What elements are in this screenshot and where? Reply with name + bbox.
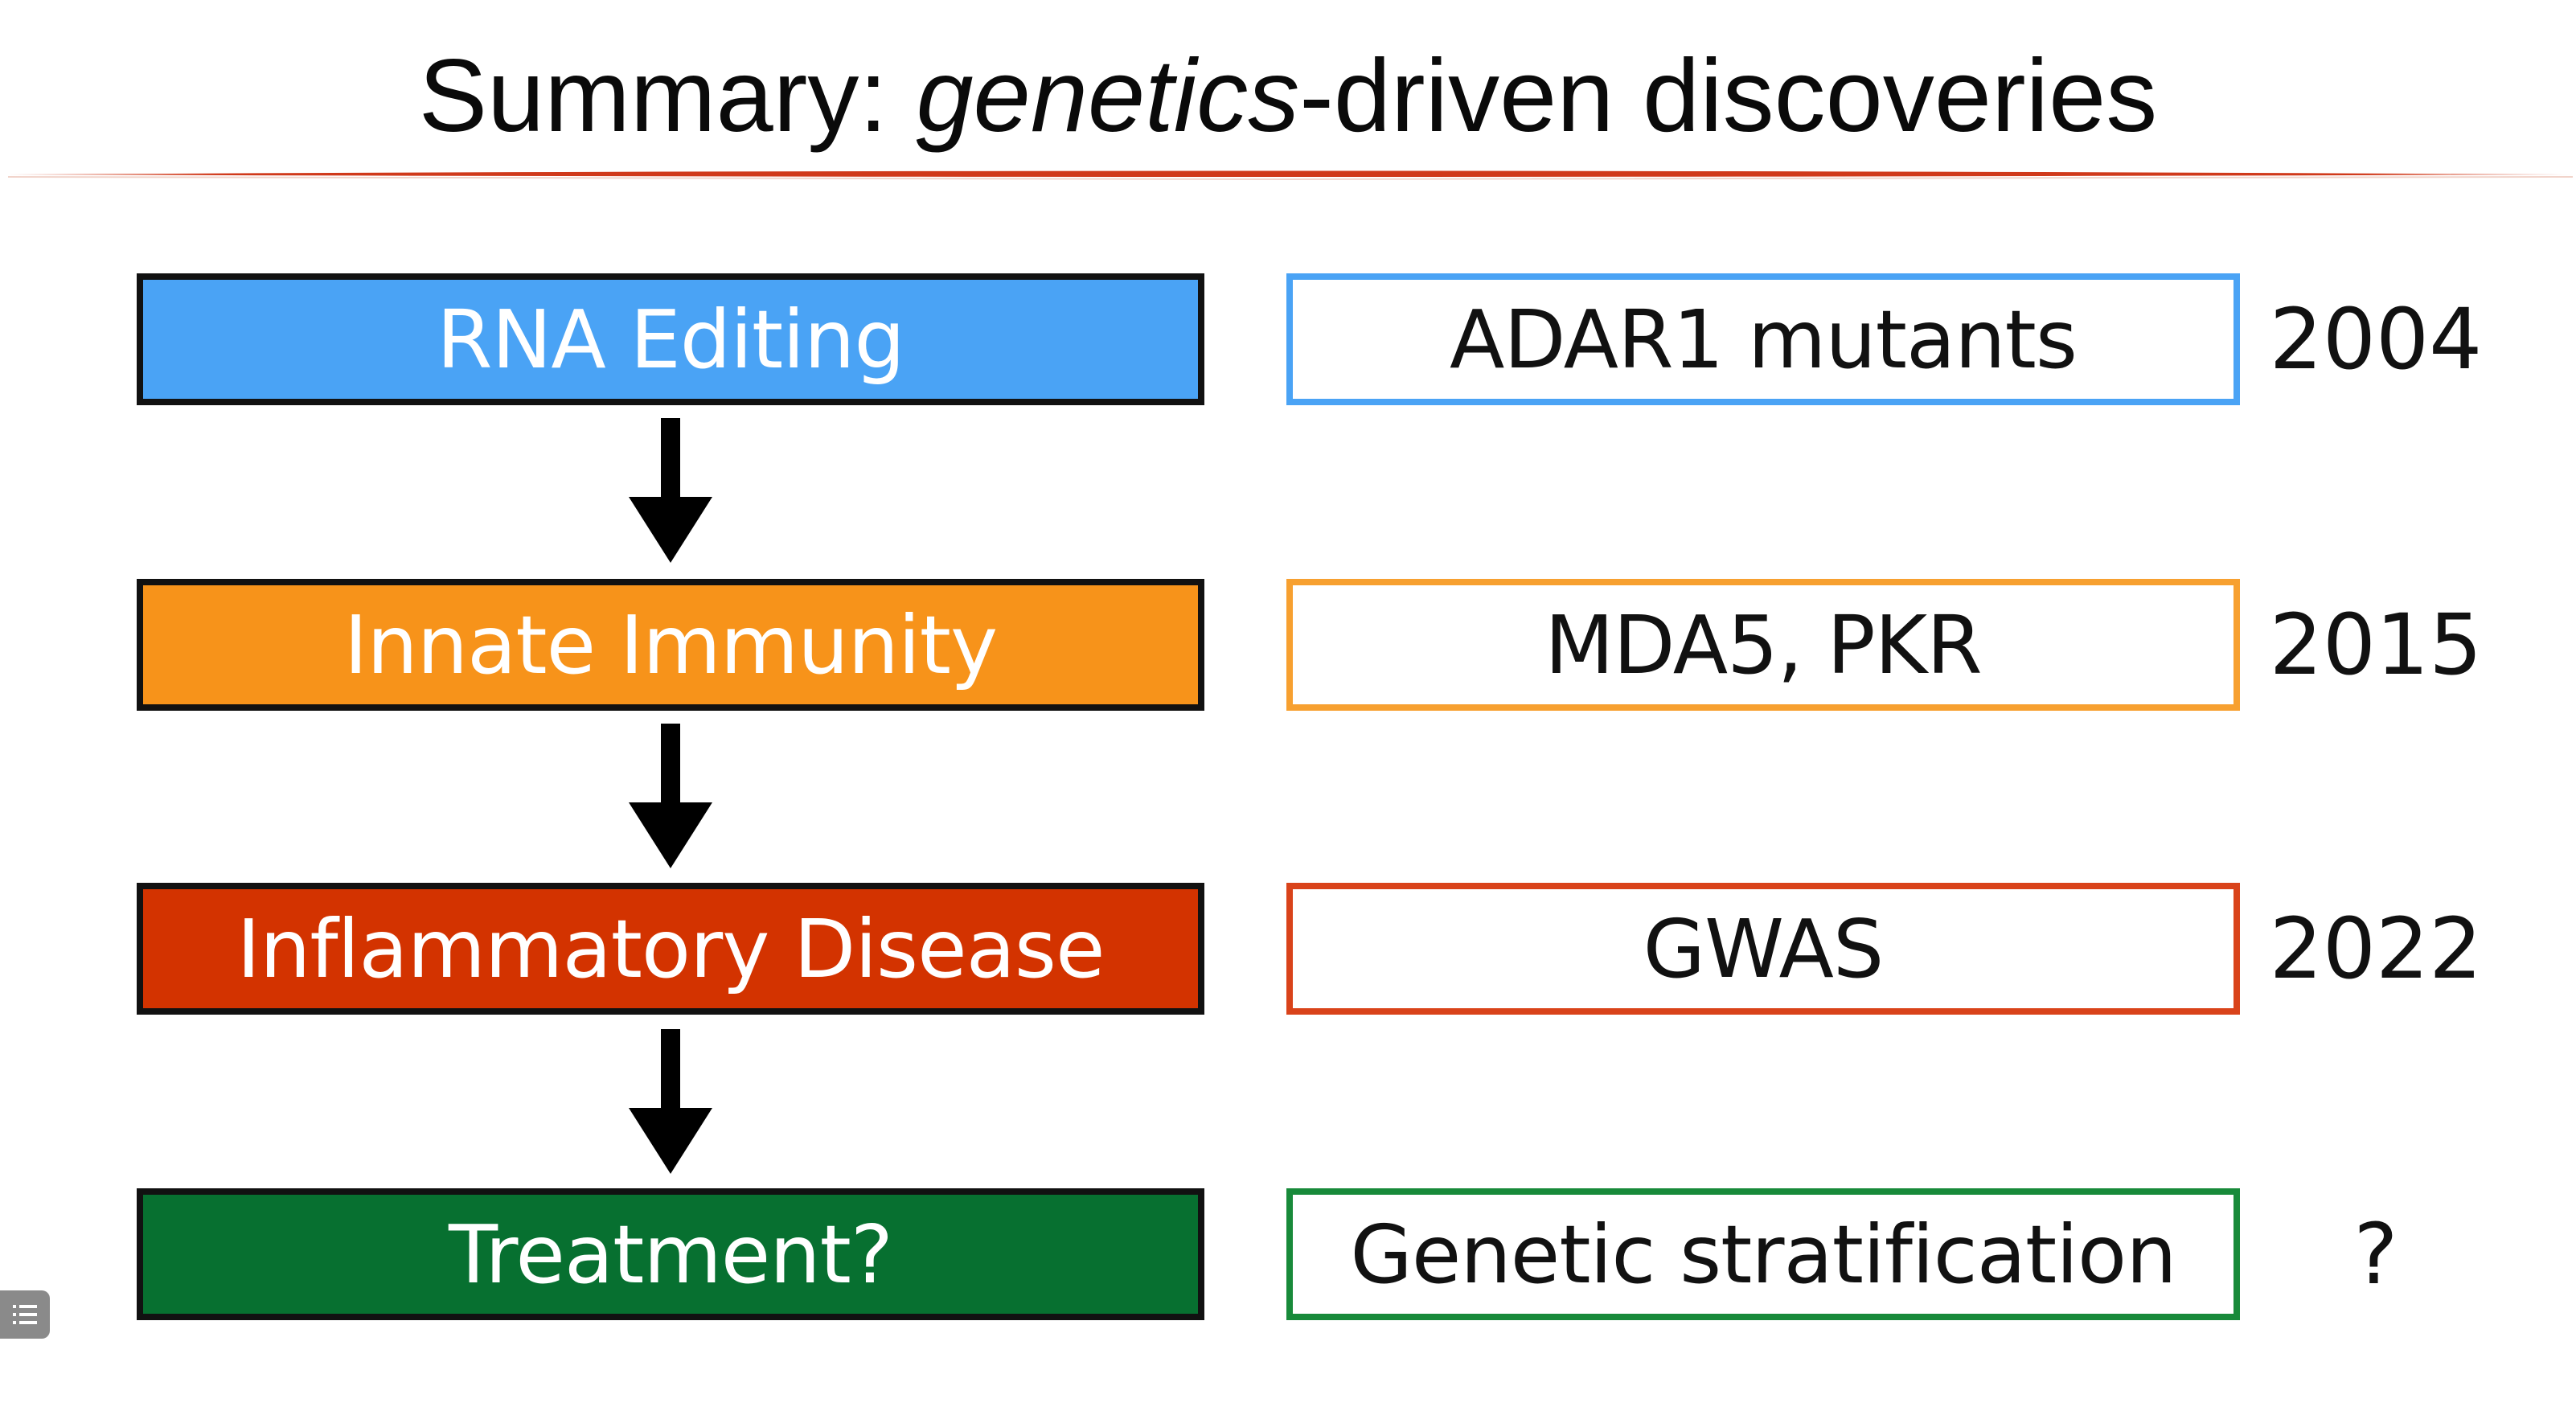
evidence-label-adar1: ADAR1 mutants	[1450, 292, 2078, 387]
year-unknown: ?	[2353, 1205, 2398, 1303]
title-prefix: Summary:	[418, 39, 917, 154]
stage-label-innate-immunity: Innate Immunity	[343, 597, 998, 692]
evidence-label-gwas: GWAS	[1643, 901, 1885, 996]
arrow-down-icon	[629, 724, 712, 868]
title-suffix: -driven discoveries	[1299, 39, 2158, 154]
evidence-box-mda5-pkr: MDA5, PKR	[1286, 579, 2240, 711]
stage-label-inflammatory-disease: Inflammatory Disease	[236, 901, 1105, 996]
title-emphasis: genetics	[916, 39, 1300, 154]
stage-label-rna-editing: RNA Editing	[437, 292, 905, 387]
evidence-label-genetic-stratification: Genetic stratification	[1350, 1207, 2176, 1302]
evidence-box-gwas: GWAS	[1286, 883, 2240, 1015]
list-button[interactable]	[0, 1290, 50, 1339]
evidence-box-adar1: ADAR1 mutants	[1286, 273, 2240, 405]
evidence-label-mda5-pkr: MDA5, PKR	[1544, 597, 1982, 692]
year-2022: 2022	[2269, 900, 2483, 998]
stage-label-treatment: Treatment?	[449, 1207, 893, 1302]
arrow-down-icon	[629, 418, 712, 563]
slide-title: Summary: genetics-driven discoveries	[0, 32, 2576, 161]
year-2015: 2015	[2269, 596, 2483, 694]
stage-box-inflammatory-disease: Inflammatory Disease	[137, 883, 1204, 1015]
title-underline	[8, 170, 2573, 180]
stage-box-rna-editing: RNA Editing	[137, 273, 1204, 405]
list-icon	[13, 1305, 37, 1324]
stage-box-treatment: Treatment?	[137, 1188, 1204, 1320]
stage-box-innate-immunity: Innate Immunity	[137, 579, 1204, 711]
arrow-down-icon	[629, 1029, 712, 1174]
year-2004: 2004	[2269, 290, 2483, 388]
evidence-box-genetic-stratification: Genetic stratification	[1286, 1188, 2240, 1320]
